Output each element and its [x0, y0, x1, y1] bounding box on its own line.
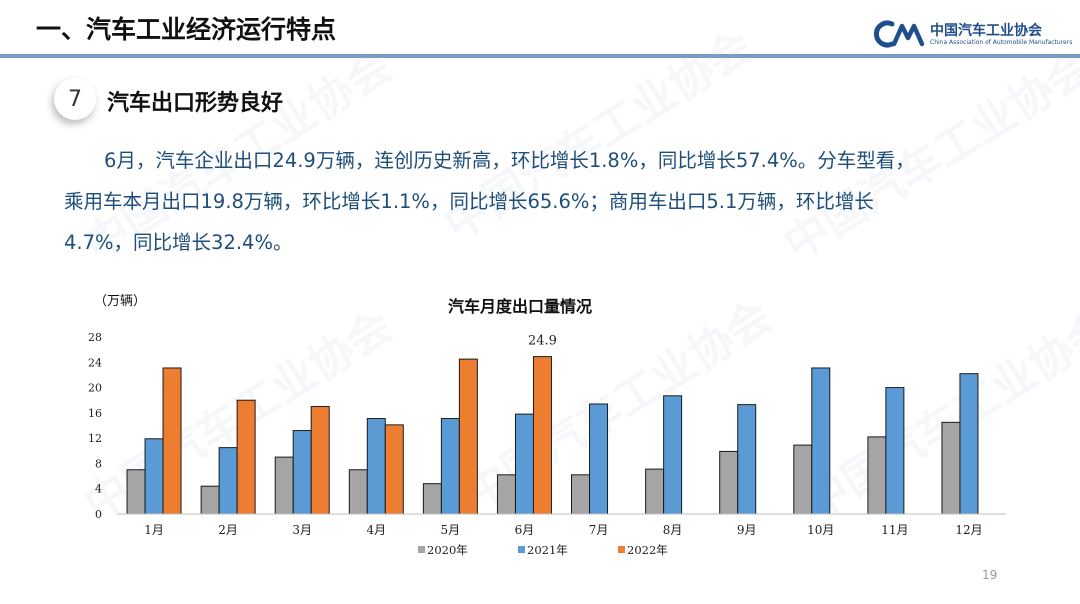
legend-swatch	[418, 546, 425, 553]
y-tick-label: 4	[95, 483, 102, 496]
cam-logo-icon	[874, 20, 925, 48]
data-label: 24.9	[528, 334, 557, 349]
x-tick-label: 5月	[441, 523, 461, 537]
y-tick-label: 28	[88, 331, 102, 344]
x-tick-label: 9月	[737, 523, 757, 537]
bar-2021年-2月	[218, 447, 238, 515]
section-number-badge: 7	[54, 78, 96, 120]
bar-2022年-2月	[236, 399, 256, 515]
bar-2021年-4月	[366, 418, 386, 515]
bar-2020年-3月	[274, 456, 294, 515]
legend-swatch	[518, 546, 525, 553]
section-title: 汽车出口形势良好	[107, 91, 284, 116]
legend-entry: 2020年	[427, 543, 468, 557]
x-tick-label: 7月	[589, 523, 609, 537]
y-tick-label: 16	[88, 407, 102, 420]
y-tick-label: 12	[88, 432, 102, 445]
bar-2020年-12月	[941, 421, 961, 515]
y-tick-label: 0	[95, 508, 102, 521]
bar-2022年-6月	[532, 356, 552, 515]
page-number: 19	[982, 568, 998, 582]
bar-2021年-8月	[663, 395, 683, 515]
bar-2020年-8月	[645, 468, 665, 515]
x-tick-label: 1月	[144, 523, 164, 537]
bar-2021年-6月	[514, 413, 534, 515]
legend-entry: 2021年	[527, 543, 568, 557]
bar-2021年-3月	[292, 430, 312, 515]
logo-name-cn: 中国汽车工业协会	[930, 23, 1042, 39]
bar-2020年-11月	[867, 436, 887, 515]
bar-2022年-3月	[310, 406, 330, 515]
x-tick-label: 8月	[663, 523, 683, 537]
bar-2021年-9月	[737, 404, 757, 515]
x-tick-label: 3月	[292, 523, 312, 537]
x-tick-label: 12月	[955, 523, 982, 537]
y-tick-label: 24	[88, 356, 102, 369]
bar-2020年-10月	[793, 444, 813, 515]
y-tick-label: 8	[95, 457, 102, 470]
bar-2021年-10月	[811, 367, 831, 515]
bar-2020年-4月	[348, 469, 368, 515]
paragraph-line: 乘用车本月出口19.8万辆，环比增长1.1%，同比增长65.6%；商用车出口5.…	[64, 190, 874, 213]
y-axis-unit-label: （万辆）	[94, 294, 147, 309]
bar-2022年-1月	[162, 367, 182, 515]
bar-2020年-9月	[719, 450, 739, 515]
bar-2021年-5月	[440, 418, 460, 515]
bar-2022年-4月	[384, 424, 404, 515]
bar-2020年-5月	[422, 483, 442, 515]
bar-2021年-12月	[959, 373, 979, 515]
logo: 中国汽车工业协会 China Association of Automobile…	[874, 18, 1074, 50]
logo-name-en: China Association of Automobile Manufact…	[930, 39, 1073, 46]
x-tick-label: 6月	[515, 523, 535, 537]
summary-paragraph: 6月，汽车企业出口24.9万辆，连创历史新高，环比增长1.8%，同比增长57.4…	[64, 140, 1024, 263]
x-tick-label: 4月	[366, 523, 386, 537]
header-divider	[0, 54, 1080, 58]
legend-entry: 2022年	[627, 543, 668, 557]
bar-2020年-6月	[496, 474, 516, 515]
x-tick-label: 11月	[881, 523, 908, 537]
y-tick-label: 20	[88, 382, 102, 395]
paragraph-line: 6月，汽车企业出口24.9万辆，连创历史新高，环比增长1.8%，同比增长57.4…	[104, 149, 915, 172]
bar-2022年-5月	[458, 358, 478, 515]
chart-title: 汽车月度出口量情况	[447, 297, 592, 316]
x-tick-label: 10月	[807, 523, 834, 537]
bar-2021年-7月	[589, 403, 609, 515]
bar-2021年-1月	[144, 438, 164, 515]
paragraph-line: 4.7%，同比增长32.4%。	[64, 231, 293, 254]
legend-swatch	[618, 546, 625, 553]
bar-2021年-11月	[885, 387, 905, 515]
x-tick-label: 2月	[218, 523, 238, 537]
page-title: 一、汽车工业经济运行特点	[36, 15, 337, 44]
bar-2020年-1月	[126, 469, 146, 515]
bar-2020年-2月	[200, 485, 220, 515]
bar-2020年-7月	[571, 474, 591, 515]
